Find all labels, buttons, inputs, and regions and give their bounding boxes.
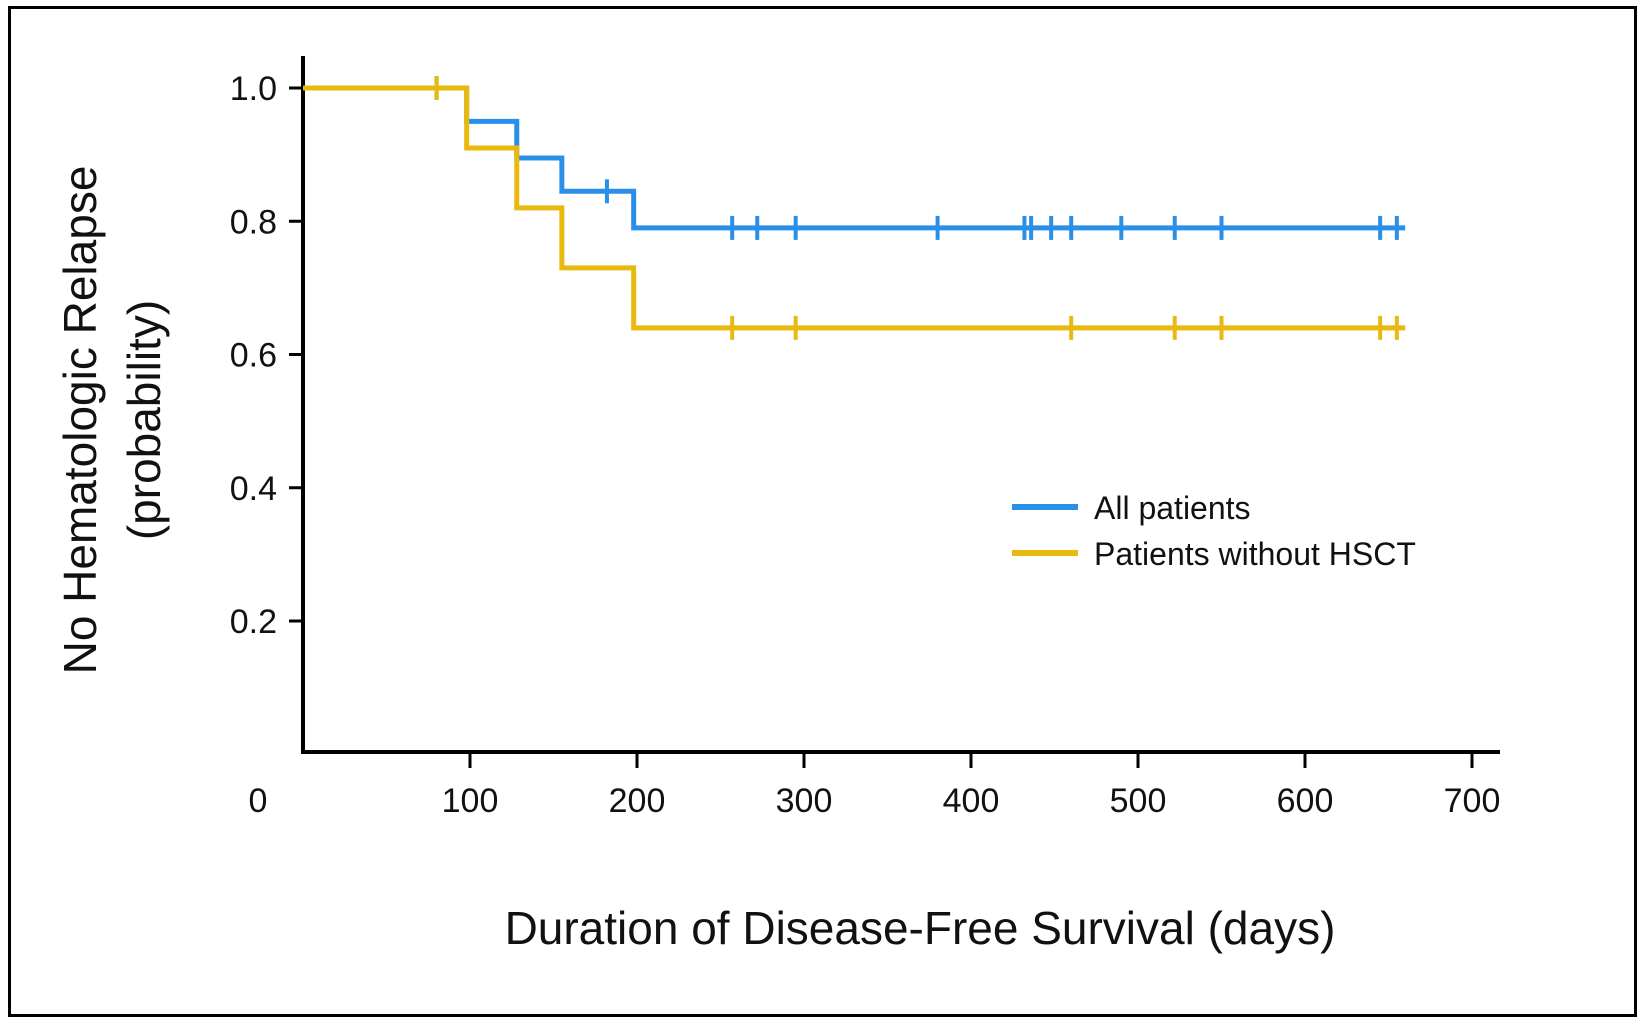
y-tick-label: 0.6 <box>230 337 277 375</box>
series-line <box>303 85 1406 331</box>
y-tick-label: 0.4 <box>230 470 277 508</box>
x-tick-label: 500 <box>1110 782 1167 820</box>
series-1 <box>303 76 1406 340</box>
y-axis-title-line2: (probability) <box>118 300 170 540</box>
legend-label: All patients <box>1094 490 1251 526</box>
x-tick-label: 300 <box>776 782 833 820</box>
legend-item: Patients without HSCT <box>1012 536 1416 572</box>
legend-label: Patients without HSCT <box>1094 536 1416 572</box>
x-tick-label: 400 <box>943 782 1000 820</box>
y-tick-label: 1.0 <box>230 70 277 108</box>
x-tick-label: 0 <box>249 782 268 820</box>
series-layer <box>303 76 1406 340</box>
ticks: 0.2 0.4 0.6 0.8 1.0 0 100 200 300 400 500 600 700 <box>230 70 1501 820</box>
x-axis-title: Duration of Disease-Free Survival (days) <box>505 902 1336 954</box>
legend-item: All patients <box>1012 490 1251 526</box>
legend: All patients Patients without HSCT <box>1012 490 1416 572</box>
y-axis-title-line1: No Hematologic Relapse <box>54 166 106 675</box>
axes <box>301 56 1500 754</box>
x-tick-label: 600 <box>1277 782 1334 820</box>
y-tick-label: 0.2 <box>230 603 277 641</box>
y-tick-label: 0.8 <box>230 203 277 241</box>
chart-frame <box>8 6 1637 1017</box>
x-tick-label: 700 <box>1444 782 1501 820</box>
x-tick-label: 200 <box>609 782 666 820</box>
x-tick-label: 100 <box>442 782 499 820</box>
